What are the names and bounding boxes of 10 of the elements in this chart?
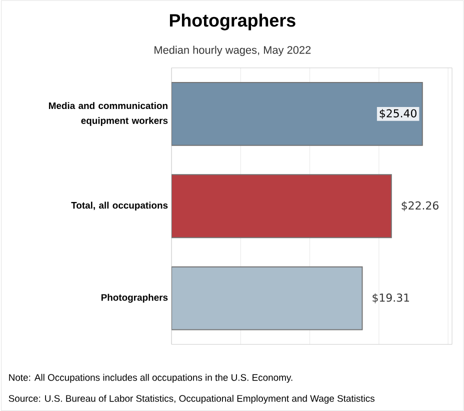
chart-subtitle: Median hourly wages, May 2022 <box>154 46 311 56</box>
y-tick-label: Total, all occupations <box>71 202 168 210</box>
y-tick-label: Media and communication equipment workers <box>48 102 168 126</box>
data-label: $22.26 <box>402 201 438 211</box>
data-label: $19.31 <box>372 293 410 304</box>
y-tick-label: Photographers <box>101 294 168 303</box>
data-label: $25.40 <box>380 108 416 119</box>
chart-title: Photographers <box>170 13 296 30</box>
text: Note: All Occupations includes all occupations in the U.S. Economy. <box>9 374 292 383</box>
source-note: Source: U.S. Bureau of Labor Statistics, Occupational Employment and Wage Statistics <box>8 394 374 404</box>
